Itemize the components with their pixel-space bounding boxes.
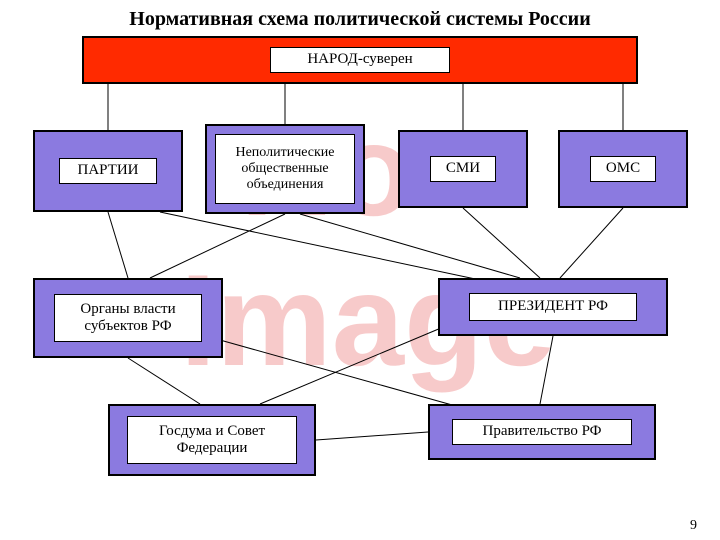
node-president: ПРЕЗИДЕНТ РФ [438,278,668,336]
node-duma-label: Госдума и Совет Федерации [127,416,297,464]
node-smi-label: СМИ [430,156,496,182]
node-regions: Органы власти субъектов РФ [33,278,223,358]
node-duma: Госдума и Совет Федерации [108,404,316,476]
page-number: 9 [690,518,697,534]
node-npo: Неполитические общественные объединения [205,124,365,214]
node-oms-label: ОМС [590,156,656,182]
node-gov: Правительство РФ [428,404,656,460]
node-parties-label: ПАРТИИ [59,158,157,184]
node-npo-label: Неполитические общественные объединения [215,134,355,204]
node-president-label: ПРЕЗИДЕНТ РФ [469,293,637,321]
node-regions-label: Органы власти субъектов РФ [54,294,202,342]
node-oms: ОМС [558,130,688,208]
node-gov-label: Правительство РФ [452,419,632,445]
node-parties: ПАРТИИ [33,130,183,212]
node-smi: СМИ [398,130,528,208]
node-sovereign: НАРОД-суверен [82,36,638,84]
node-sovereign-label: НАРОД-суверен [270,47,450,73]
